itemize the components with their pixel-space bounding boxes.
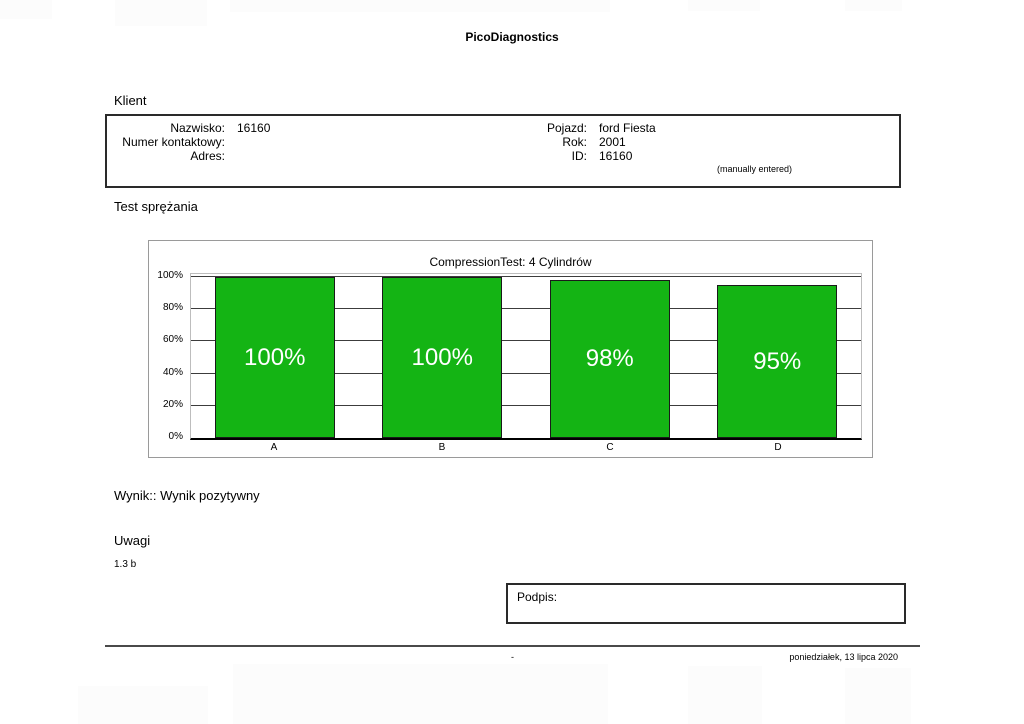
client-section-heading: Klient — [114, 93, 147, 108]
edge-artifact — [230, 0, 610, 12]
bar-value-label: 98% — [585, 345, 634, 373]
chart-title: CompressionTest: 4 Cylindrów — [429, 255, 592, 269]
signature-box: Podpis: — [506, 583, 906, 624]
field-row-nazwisko: Nazwisko: 16160 — [107, 121, 270, 135]
field-value: 16160 — [237, 121, 271, 135]
field-row-numer-kontaktowy: Numer kontaktowy: — [107, 135, 270, 149]
bar-slot: 100% — [359, 274, 527, 438]
chart-y-axis: 100% 80% 60% 40% 20% 0% — [149, 270, 186, 442]
field-row-rok: Rok: 2001 — [487, 135, 792, 149]
remarks-heading: Uwagi — [114, 533, 151, 548]
gridline — [191, 340, 861, 342]
x-tick-label: D — [774, 442, 782, 453]
edge-artifact — [845, 0, 902, 11]
bar-C: 98% — [549, 280, 670, 438]
remarks-text: 1.3 b — [114, 559, 137, 570]
field-label: Pojazd: — [546, 121, 587, 135]
bar-value-label: 100% — [411, 343, 473, 371]
footer-date: poniedziałek, 13 lipca 2020 — [789, 652, 898, 662]
footer-separator: - — [511, 652, 514, 662]
gridline — [191, 308, 861, 310]
edge-artifact — [78, 686, 208, 724]
field-row-adres: Adres: — [107, 149, 270, 163]
client-details-box: Nazwisko: 16160 Numer kontaktowy: Adres:… — [105, 114, 901, 188]
field-label: Numer kontaktowy: — [122, 135, 225, 149]
field-row-pojazd: Pojazd: ford Fiesta — [487, 121, 792, 135]
result-line: Wynik:: Wynik pozytywny — [114, 488, 260, 503]
bar-B: 100% — [382, 277, 503, 438]
y-tick-label: 40% — [162, 366, 183, 378]
y-tick-label: 0% — [168, 431, 183, 442]
bar-value-label: 95% — [753, 347, 802, 375]
field-label: ID: — [571, 149, 587, 163]
field-label: Rok: — [562, 135, 587, 149]
edge-artifact — [0, 0, 52, 19]
footer-rule — [105, 645, 920, 647]
signature-label: Podpis: — [517, 590, 558, 604]
field-value: ford Fiesta — [599, 121, 656, 135]
edge-artifact — [233, 664, 608, 724]
field-label: Adres: — [190, 149, 225, 163]
x-tick-label: A — [270, 442, 278, 453]
y-tick-label: 60% — [162, 334, 183, 346]
edge-artifact — [688, 666, 762, 724]
client-fields-right: Pojazd: ford Fiesta Rok: 2001 ID: 16160 … — [487, 121, 792, 175]
field-value — [225, 135, 237, 149]
field-value: 2001 — [599, 135, 626, 149]
bar-slot: 98% — [526, 274, 694, 438]
x-tick-label: C — [606, 442, 614, 453]
y-tick-label: 20% — [162, 398, 183, 410]
chart-x-axis: A B C D — [190, 441, 862, 454]
manually-entered-note: (manually entered) — [717, 164, 793, 174]
bar-value-label: 100% — [244, 343, 306, 371]
bar-D: 95% — [717, 285, 838, 438]
bar-row: 100% 100% 98% 95% — [191, 274, 861, 438]
field-value: 16160 — [599, 149, 633, 163]
field-value — [225, 149, 237, 163]
gridline — [191, 372, 861, 374]
field-label: Nazwisko: — [170, 121, 225, 135]
gridline — [191, 404, 861, 406]
chart-plot: 100% 100% 98% 95% — [190, 273, 862, 440]
compression-chart: CompressionTest: 4 Cylindrów 100% 80% 60% 4… — [148, 240, 873, 458]
client-fields-left: Nazwisko: 16160 Numer kontaktowy: Adres: — [107, 121, 270, 163]
bar-slot: 100% — [191, 274, 359, 438]
bar-A: 100% — [214, 277, 335, 438]
edge-artifact — [845, 668, 911, 724]
edge-artifact — [688, 0, 760, 11]
y-tick-label: 100% — [157, 270, 183, 281]
field-row-id: ID: 16160 — [487, 149, 792, 163]
x-tick-label: B — [438, 442, 446, 453]
bar-slot: 95% — [694, 274, 862, 438]
report-title: PicoDiagnostics — [465, 30, 559, 44]
gridline — [191, 276, 861, 277]
y-tick-label: 80% — [162, 302, 183, 314]
test-section-heading: Test sprężania — [114, 199, 198, 214]
edge-artifact — [115, 0, 207, 26]
